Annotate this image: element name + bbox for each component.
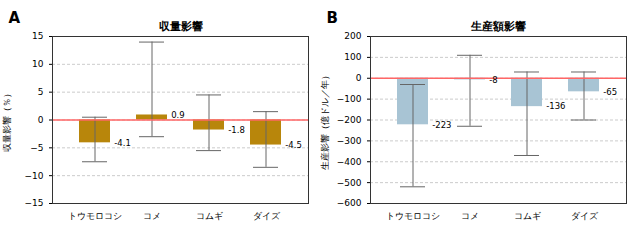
svg-text:A: A [9,9,21,27]
svg-text:コメ: コメ [461,211,479,221]
svg-text:トウモロコシ: トウモロコシ [386,211,440,221]
svg-text:−15: −15 [25,198,44,208]
svg-text:コムギ: コムギ [196,211,223,221]
svg-text:生産影響（億ドル／年）: 生産影響（億ドル／年） [320,71,330,170]
svg-text:-8: -8 [489,75,497,85]
svg-text:ダイズ: ダイズ [253,211,281,221]
svg-text:200: 200 [344,31,361,41]
svg-text:15: 15 [32,31,43,41]
svg-text:コメ: コメ [143,211,161,221]
svg-text:−500: −500 [337,178,362,188]
svg-text:-4.1: -4.1 [114,138,131,148]
svg-text:−300: −300 [337,136,362,146]
svg-text:-65: -65 [603,87,617,97]
svg-text:−10: −10 [25,171,44,181]
svg-text:ダイズ: ダイズ [571,211,599,221]
svg-text:生産額影響: 生産額影響 [470,20,526,33]
svg-text:0: 0 [356,73,362,83]
svg-text:-4.5: -4.5 [285,140,302,150]
svg-text:-223: -223 [432,120,451,130]
svg-text:−5: −5 [30,143,43,153]
svg-text:収量影響: 収量影響 [159,20,203,33]
svg-text:-136: -136 [546,101,565,111]
svg-text:-1.8: -1.8 [228,125,245,135]
svg-text:5: 5 [38,87,44,97]
svg-text:−600: −600 [337,198,362,208]
svg-text:0: 0 [38,115,44,125]
svg-text:100: 100 [344,52,361,62]
svg-text:10: 10 [32,59,44,69]
svg-text:−100: −100 [337,94,362,104]
svg-text:トウモロコシ: トウモロコシ [68,211,122,221]
svg-text:収量影響（％）: 収量影響（％） [2,89,12,152]
svg-text:−200: −200 [337,115,362,125]
svg-text:0.9: 0.9 [171,110,185,120]
svg-text:B: B [327,9,338,27]
svg-text:−400: −400 [337,157,362,167]
svg-text:コムギ: コムギ [514,211,541,221]
